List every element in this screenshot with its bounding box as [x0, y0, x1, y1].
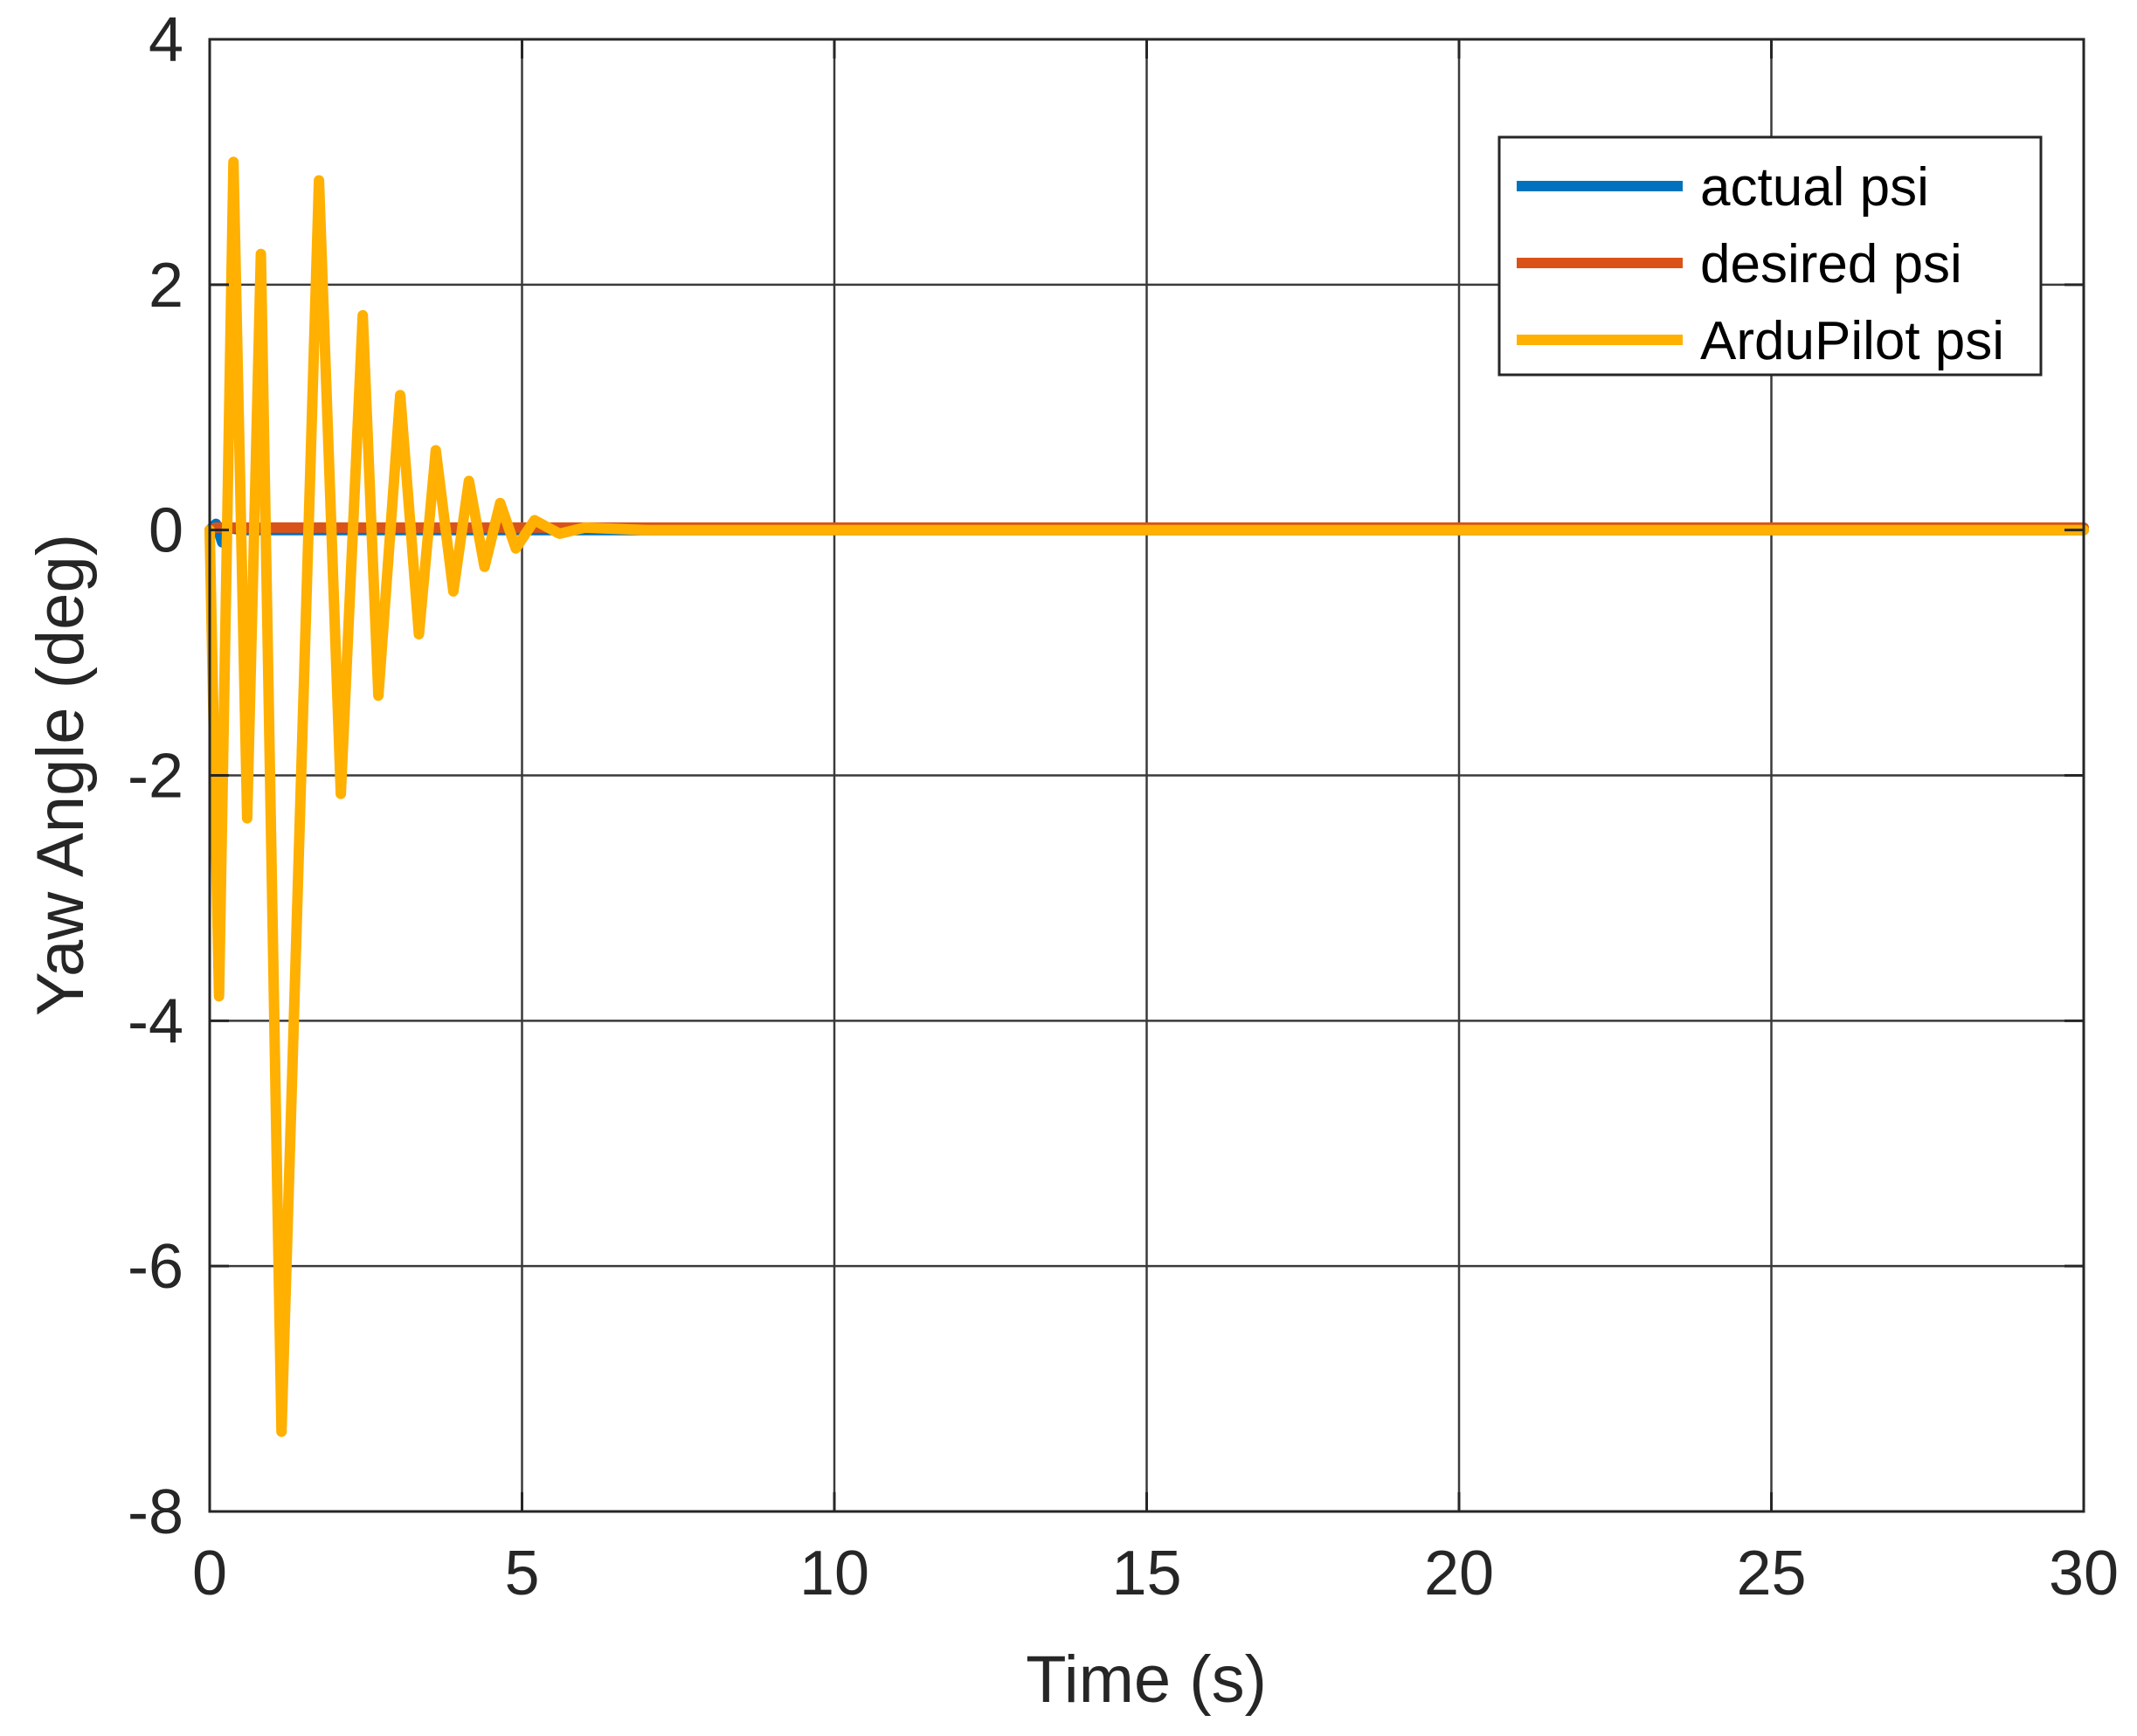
x-tick-label: 25 — [1736, 1539, 1806, 1608]
legend-label: actual psi — [1700, 157, 1929, 218]
y-axis-label: Yaw Angle (deg) — [24, 534, 98, 1016]
x-tick-labels: 0 5 10 15 20 25 30 — [192, 1539, 2119, 1608]
y-tick-label: 2 — [149, 251, 183, 321]
y-tick-label: -6 — [128, 1232, 183, 1302]
x-axis-label: Time (s) — [1026, 1643, 1267, 1717]
x-tick-label: 10 — [799, 1539, 869, 1608]
y-tick-label: -4 — [128, 986, 183, 1056]
series-lines — [204, 156, 2089, 1437]
y-tick-labels: -8 -6 -4 -2 0 2 4 — [128, 5, 183, 1547]
y-tick-label: 0 — [149, 496, 183, 566]
legend-label: desired psi — [1700, 234, 1962, 294]
tick-marks — [208, 38, 2085, 1513]
x-tick-label: 30 — [2049, 1539, 2119, 1608]
legend: actual psi desired psi ArduPilot psi — [1497, 135, 2043, 377]
x-tick-label: 15 — [1111, 1539, 1181, 1608]
y-tick-label: 4 — [149, 5, 183, 75]
x-tick-label: 0 — [192, 1539, 227, 1608]
y-tick-label: -8 — [128, 1477, 183, 1547]
y-tick-label: -2 — [128, 742, 183, 812]
x-tick-label: 5 — [504, 1539, 539, 1608]
legend-label: ArduPilot psi — [1700, 311, 2004, 371]
series-line-ardupilot-psi — [204, 156, 2089, 1437]
x-tick-label: 20 — [1424, 1539, 1494, 1608]
